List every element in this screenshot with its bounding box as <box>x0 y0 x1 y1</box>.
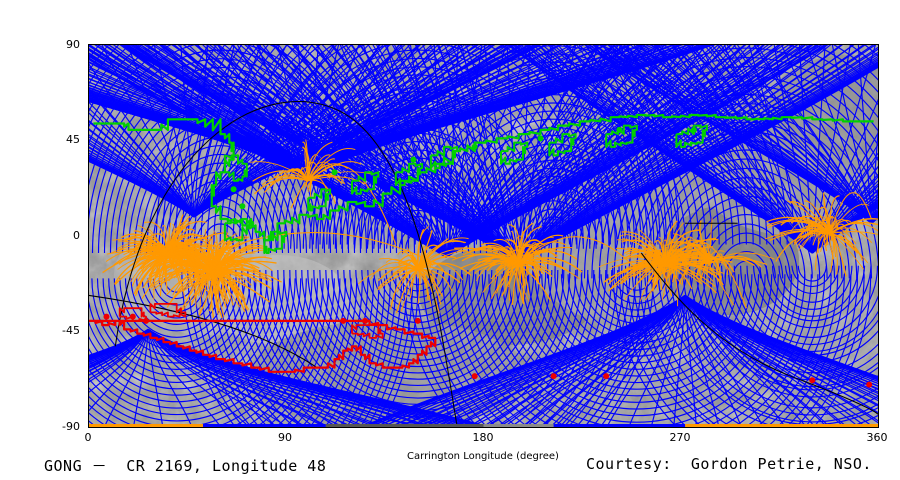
magnetic-field-map-svg <box>89 45 878 427</box>
ytick-minus90: -90 <box>62 420 80 433</box>
closed-field-lines <box>102 139 878 319</box>
xtick-90: 90 <box>278 431 292 444</box>
ytick-45: 45 <box>66 133 80 146</box>
x-axis-label: Carrington Longitude (degree) <box>407 451 559 462</box>
southern-coronal-hole-boundary <box>89 303 873 388</box>
ytick-0: 0 <box>73 229 80 242</box>
plot-inner <box>89 45 878 427</box>
caption-courtesy: Courtesy: Gordon Petrie, NSO. <box>586 455 872 473</box>
xtick-270: 270 <box>669 431 691 444</box>
xtick-180: 180 <box>472 431 494 444</box>
footpoint-polarity-strip <box>89 424 878 427</box>
ytick-90: 90 <box>66 38 80 51</box>
plot-area <box>88 44 879 428</box>
xtick-360: 360 <box>866 431 888 444</box>
xtick-0: 0 <box>84 431 92 444</box>
ytick-minus45: -45 <box>62 324 80 337</box>
caption-dataset: GONG － CR 2169, Longitude 48 <box>44 457 327 475</box>
northern-coronal-hole-boundary <box>93 113 874 254</box>
